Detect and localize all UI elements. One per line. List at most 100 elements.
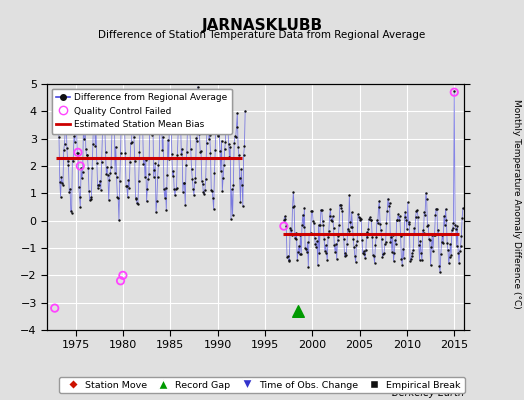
Point bbox=[407, 256, 415, 262]
Point bbox=[125, 185, 134, 191]
Point bbox=[75, 194, 84, 200]
Point bbox=[442, 217, 451, 223]
Point bbox=[185, 117, 193, 123]
Point bbox=[85, 197, 94, 204]
Point bbox=[69, 158, 78, 164]
Point bbox=[225, 154, 234, 160]
Point bbox=[63, 158, 72, 164]
Point bbox=[285, 258, 293, 264]
Point bbox=[73, 150, 81, 156]
Point bbox=[417, 250, 425, 256]
Point bbox=[159, 134, 167, 140]
Point bbox=[163, 172, 171, 178]
Point bbox=[186, 129, 194, 136]
Point bbox=[201, 187, 209, 193]
Point bbox=[316, 206, 325, 213]
Point bbox=[355, 214, 363, 220]
Point bbox=[203, 107, 212, 114]
Point bbox=[91, 143, 100, 150]
Point bbox=[381, 238, 390, 245]
Point bbox=[174, 129, 183, 135]
Point bbox=[157, 128, 165, 134]
Point bbox=[400, 255, 408, 261]
Point bbox=[235, 174, 244, 181]
Point bbox=[388, 248, 396, 255]
Point bbox=[330, 225, 338, 232]
Point bbox=[424, 222, 432, 228]
Point bbox=[394, 216, 402, 223]
Point bbox=[325, 228, 333, 234]
Point bbox=[194, 84, 202, 90]
Point bbox=[147, 103, 156, 109]
Point bbox=[312, 244, 320, 250]
Point bbox=[198, 178, 206, 184]
Point bbox=[154, 174, 162, 180]
Point bbox=[377, 227, 385, 234]
Point bbox=[416, 257, 424, 263]
Point bbox=[301, 245, 309, 251]
Point bbox=[422, 190, 430, 196]
Point bbox=[178, 146, 186, 152]
Point bbox=[216, 148, 224, 154]
Point bbox=[391, 237, 399, 243]
Point bbox=[135, 149, 144, 156]
Point bbox=[148, 132, 156, 138]
Point bbox=[232, 123, 241, 130]
Point bbox=[414, 213, 422, 220]
Point bbox=[233, 110, 242, 116]
Point bbox=[368, 234, 376, 240]
Point bbox=[216, 168, 225, 174]
Point bbox=[309, 218, 317, 224]
Point bbox=[328, 218, 336, 224]
Point bbox=[345, 192, 354, 198]
Point bbox=[221, 146, 229, 152]
Point bbox=[315, 250, 323, 256]
Point bbox=[406, 257, 414, 264]
Point bbox=[313, 238, 321, 244]
Point bbox=[126, 159, 134, 166]
Point bbox=[188, 166, 196, 172]
Point bbox=[60, 147, 68, 154]
Point bbox=[399, 245, 407, 252]
Point bbox=[408, 250, 417, 256]
Point bbox=[427, 244, 435, 250]
Point bbox=[322, 242, 330, 248]
Point bbox=[366, 217, 375, 224]
Point bbox=[327, 217, 335, 224]
Point bbox=[116, 150, 125, 156]
Point bbox=[234, 144, 242, 150]
Point bbox=[61, 126, 70, 132]
Point bbox=[152, 198, 161, 204]
Point bbox=[433, 230, 442, 237]
Point bbox=[308, 207, 316, 214]
Point bbox=[238, 182, 246, 188]
Point bbox=[136, 108, 145, 115]
Point bbox=[302, 246, 310, 253]
Point bbox=[371, 242, 379, 249]
Point bbox=[436, 251, 445, 257]
Point bbox=[410, 225, 418, 232]
Point bbox=[366, 214, 374, 221]
Point bbox=[441, 222, 449, 228]
Point bbox=[398, 262, 407, 268]
Point bbox=[79, 123, 88, 129]
Point bbox=[358, 236, 366, 243]
Point bbox=[140, 155, 148, 161]
Point bbox=[57, 174, 66, 180]
Point bbox=[172, 184, 181, 191]
Point bbox=[64, 162, 73, 169]
Point bbox=[230, 140, 238, 146]
Point bbox=[305, 231, 313, 237]
Point bbox=[457, 233, 465, 240]
Point bbox=[54, 125, 62, 132]
Point bbox=[311, 241, 320, 247]
Point bbox=[205, 136, 213, 142]
Point bbox=[341, 250, 350, 256]
Point bbox=[396, 213, 404, 220]
Point bbox=[363, 229, 371, 235]
Point bbox=[425, 236, 433, 242]
Point bbox=[302, 249, 311, 255]
Point bbox=[316, 222, 324, 228]
Point bbox=[57, 193, 65, 200]
Point bbox=[310, 220, 318, 226]
